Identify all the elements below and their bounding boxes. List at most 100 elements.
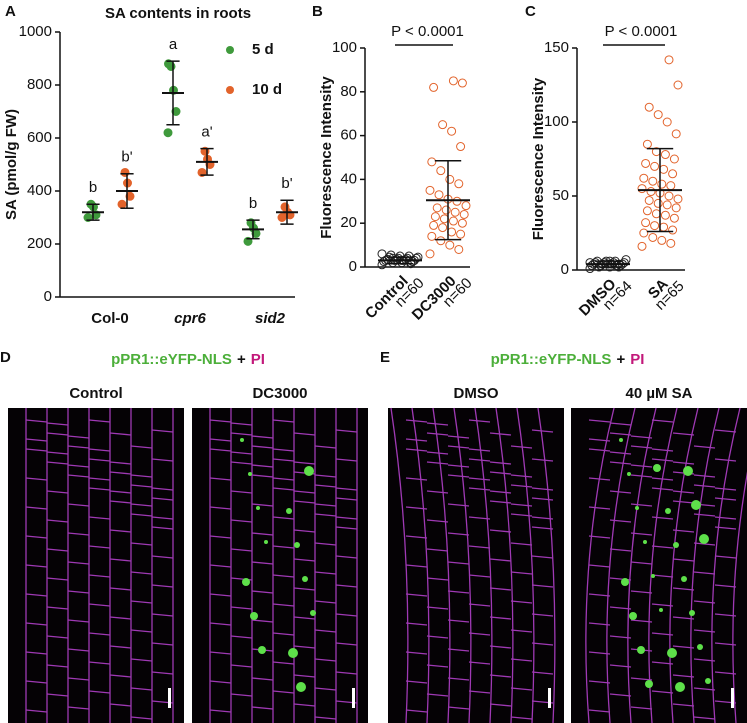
- cell-wall: [672, 432, 695, 436]
- cell-wall: [230, 664, 253, 668]
- nucleus: [304, 466, 314, 476]
- cell-wall: [489, 645, 512, 649]
- cell-wall: [46, 606, 69, 610]
- label-part: pPR1::eYFP-NLS: [111, 351, 232, 368]
- nucleus: [288, 648, 298, 658]
- cell-wall: [447, 619, 470, 623]
- cell-wall: [314, 474, 337, 478]
- cell-wall: [67, 619, 90, 623]
- cell-wall: [293, 490, 316, 494]
- cell-wall: [88, 661, 111, 665]
- x-tick-label: sid2: [255, 310, 286, 327]
- data-point: [280, 202, 290, 212]
- cell-wall: [88, 545, 111, 549]
- y-tick-label: 50: [552, 187, 569, 204]
- cell-wall: [588, 477, 611, 481]
- nucleus: [659, 608, 663, 612]
- nucleus: [637, 646, 645, 654]
- data-point: [646, 187, 656, 197]
- data-point: [673, 80, 683, 90]
- cell-wall: [67, 648, 90, 652]
- cell-wall: [531, 487, 554, 491]
- data-point: [457, 78, 467, 88]
- cell-wall: [109, 558, 132, 562]
- cell-wall: [67, 706, 90, 710]
- cell-wall: [130, 474, 153, 478]
- x-tick-label: Col-0: [91, 310, 129, 327]
- label-part: pPR1::eYFP-NLS: [491, 351, 612, 368]
- cell-wall: [510, 600, 533, 604]
- nucleus: [643, 540, 647, 544]
- cell-wall: [714, 526, 737, 530]
- cell-wall: [151, 487, 174, 491]
- cell-wall: [510, 629, 533, 633]
- cell-wall: [630, 706, 653, 710]
- label-part: PI: [251, 351, 265, 368]
- cell-wall: [230, 432, 253, 436]
- cell-wall: [272, 458, 295, 462]
- cell-wall: [531, 497, 554, 501]
- cell-wall: [46, 432, 69, 436]
- data-point: [673, 194, 683, 204]
- cell-wall: [531, 584, 554, 588]
- panel-letter: E: [380, 349, 390, 366]
- data-point: [660, 150, 670, 160]
- cell-wall: [468, 477, 491, 481]
- cell-wall: [67, 590, 90, 594]
- cell-wall: [230, 422, 253, 426]
- nucleus: [705, 678, 711, 684]
- cell-wall: [426, 432, 449, 436]
- cell-wall: [672, 529, 695, 533]
- cell-wall: [672, 490, 695, 494]
- cell-wall: [25, 709, 48, 713]
- data-point: [639, 173, 649, 183]
- cell-wall: [130, 600, 153, 604]
- cell-wall: [693, 445, 716, 449]
- cell-wall: [230, 519, 253, 523]
- cell-wall: [130, 687, 153, 691]
- cell-wall: [25, 535, 48, 539]
- cell-wall: [251, 474, 274, 478]
- cell-wall: [510, 445, 533, 449]
- nucleus: [240, 438, 244, 442]
- image-label: Control: [69, 385, 122, 402]
- nucleus: [627, 472, 631, 476]
- cell-wall: [609, 519, 632, 523]
- cell-wall: [489, 616, 512, 620]
- nucleus: [310, 610, 316, 616]
- cell-wall: [335, 671, 358, 675]
- cell-walls: [209, 407, 358, 723]
- cell-wall: [67, 561, 90, 565]
- y-tick-label: 20: [340, 214, 357, 231]
- data-point: [447, 126, 457, 136]
- cell-wall: [489, 587, 512, 591]
- cell-wall: [209, 651, 232, 655]
- cell-wall: [109, 645, 132, 649]
- cell-wall: [426, 577, 449, 581]
- cell-wall: [25, 419, 48, 423]
- cell-wall: [588, 535, 611, 539]
- cell-wall: [630, 532, 653, 536]
- nucleus: [258, 646, 266, 654]
- cell-wall: [714, 555, 737, 559]
- data-point: [644, 102, 654, 112]
- cell-wall: [151, 458, 174, 462]
- cell-wall: [293, 645, 316, 649]
- cell-wall: [609, 451, 632, 455]
- reporter-label: pPR1::eYFP-NLS + PI: [111, 351, 265, 368]
- cell-wall: [151, 516, 174, 520]
- cell-wall: [447, 464, 470, 468]
- cell-wall: [314, 658, 337, 662]
- nucleus: [619, 438, 623, 442]
- cell-wall: [293, 558, 316, 562]
- cell-wall: [109, 490, 132, 494]
- cell-wall: [447, 474, 470, 478]
- cell-wall: [405, 535, 428, 539]
- cell-wall: [468, 661, 491, 665]
- cell-wall: [672, 558, 695, 562]
- cell-wall: [510, 716, 533, 720]
- cell-wall: [230, 461, 253, 465]
- cell-wall: [314, 716, 337, 720]
- cell-wall: [25, 680, 48, 684]
- cell-wall: [272, 487, 295, 491]
